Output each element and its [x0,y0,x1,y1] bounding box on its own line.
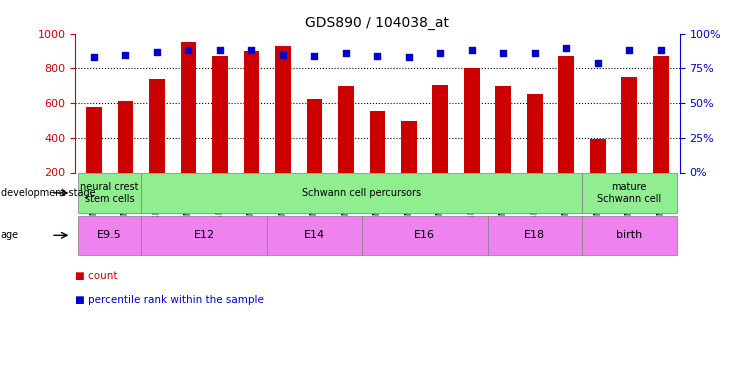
Title: GDS890 / 104038_at: GDS890 / 104038_at [306,16,449,30]
Bar [433,85,448,172]
Point [88,54,100,60]
Point [466,47,478,53]
Point [434,50,446,56]
Bar [527,94,543,172]
Point [340,50,352,56]
Bar [590,139,605,172]
Point [655,47,667,53]
Bar [118,101,134,172]
Text: E9.5: E9.5 [98,230,122,240]
Point [214,47,226,53]
Text: neural crest
stem cells: neural crest stem cells [80,182,139,204]
Bar [275,46,291,172]
Bar [306,99,322,172]
Text: ■ count: ■ count [75,271,118,280]
Bar [86,108,102,172]
Text: ■ percentile rank within the sample: ■ percentile rank within the sample [75,295,264,305]
Bar [496,86,511,172]
Bar [243,51,259,172]
Point [497,50,509,56]
Text: E12: E12 [194,230,215,240]
Point [246,47,258,53]
Text: development stage: development stage [1,188,95,198]
Text: mature
Schwann cell: mature Schwann cell [597,182,662,204]
Point [151,49,163,55]
Bar [559,56,575,172]
Bar [621,77,637,172]
Bar [338,86,354,172]
Bar [653,56,668,172]
Point [371,53,383,59]
Point [182,47,195,53]
Bar [401,122,417,172]
Bar [180,42,196,172]
Point [560,45,572,51]
Text: birth: birth [616,230,642,240]
Point [623,47,635,53]
Text: E18: E18 [524,230,545,240]
Text: Schwann cell percursors: Schwann cell percursors [302,188,421,198]
Point [309,53,321,59]
Point [592,60,604,66]
Bar [149,79,164,172]
Bar [212,56,228,172]
Point [119,52,131,58]
Text: E16: E16 [414,230,435,240]
Point [277,52,289,58]
Bar [464,68,480,172]
Text: age: age [1,230,19,240]
Text: E14: E14 [304,230,325,240]
Bar [369,111,385,172]
Point [403,54,415,60]
Point [529,50,541,56]
